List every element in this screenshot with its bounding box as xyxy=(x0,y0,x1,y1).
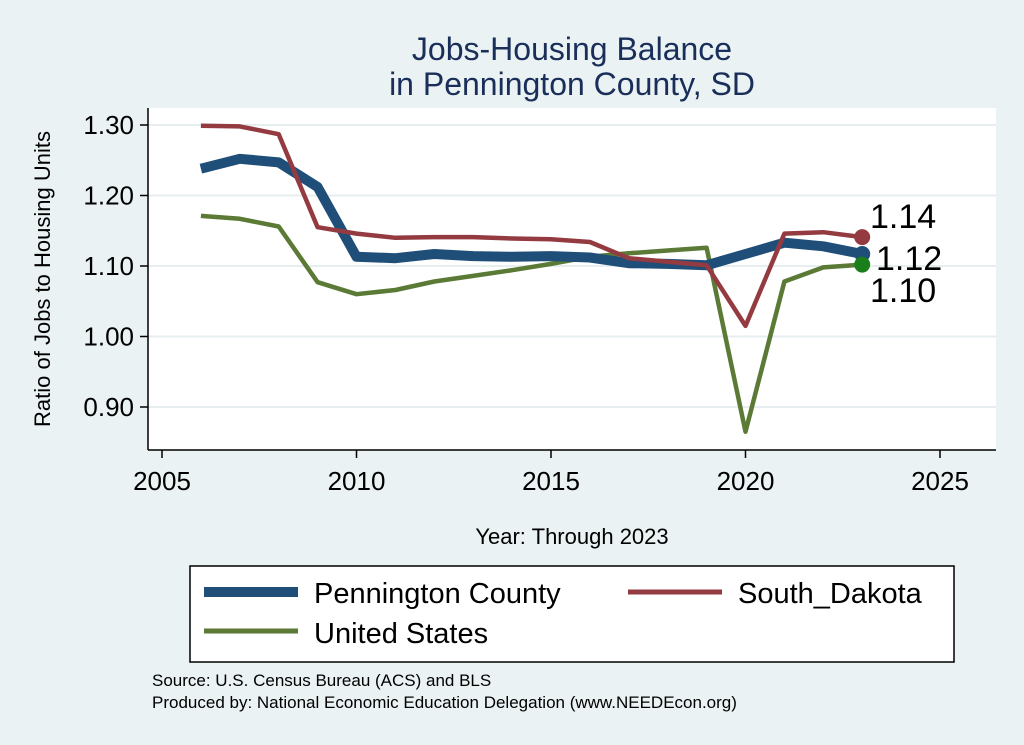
chart-title-line-2: in Pennington County, SD xyxy=(389,66,755,102)
series-line-pennington-county xyxy=(199,153,864,271)
y-axis-title: Ratio of Jobs to Housing Units xyxy=(30,131,55,427)
y-tick-label: 1.10 xyxy=(83,251,134,281)
end-marker-south-dakota xyxy=(854,229,871,246)
end-markers xyxy=(854,229,871,273)
x-tick-label: 2005 xyxy=(133,466,191,496)
series-line-south-dakota xyxy=(200,123,863,329)
x-tick-label: 2015 xyxy=(522,466,580,496)
end-label-south-dakota: 1.14 xyxy=(870,198,936,236)
x-axis-ticks: 2005 2010 2015 2020 2025 xyxy=(133,450,969,496)
legend-label-united-states: United States xyxy=(314,618,488,650)
legend-label-south-dakota: South_Dakota xyxy=(738,578,923,610)
y-tick-label: 1.30 xyxy=(83,110,134,140)
chart-title-line-1: Jobs-Housing Balance xyxy=(412,31,732,67)
y-tick-label: 1.00 xyxy=(83,322,134,352)
end-label-pennington-county: 1.12 xyxy=(876,240,942,278)
y-axis-ticks: 0.90 1.00 1.10 1.20 1.30 xyxy=(83,110,148,422)
x-tick-label: 2020 xyxy=(717,466,775,496)
series-line-united-states xyxy=(200,213,863,434)
y-tick-label: 1.20 xyxy=(83,181,134,211)
series-lines xyxy=(199,123,864,434)
legend-box xyxy=(189,565,955,663)
x-tick-label: 2010 xyxy=(328,466,386,496)
y-tick-label: 0.90 xyxy=(83,392,134,422)
source-line: Source: U.S. Census Bureau (ACS) and BLS xyxy=(152,671,491,690)
x-tick-label: 2025 xyxy=(911,466,969,496)
x-axis-title: Year: Through 2023 xyxy=(475,524,668,549)
legend-label-pennington-county: Pennington County xyxy=(314,578,561,610)
end-label-united-states: 1.10 xyxy=(870,272,936,310)
producer-line: Produced by: National Economic Education… xyxy=(152,693,737,712)
end-marker-united-states xyxy=(854,256,871,273)
